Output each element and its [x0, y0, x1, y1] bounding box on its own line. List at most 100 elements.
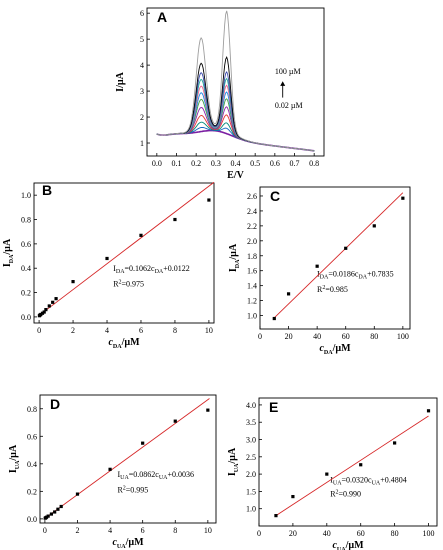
panel-e-data-point [325, 472, 329, 476]
panel-b: B cDA/µM IDA/µA IDA=0.1062cDA+0.0122 R2=… [2, 181, 215, 350]
panel-a-x-tick-label: 0.1 [172, 159, 182, 168]
panel-b-y-tick-label: 0.2 [21, 289, 31, 298]
panel-e-x-tick-label: 40 [323, 529, 331, 538]
panel-d-x-tick-label: 10 [204, 526, 212, 535]
panel-e-y-tick-label: 1.5 [246, 487, 256, 496]
panel-d-data-point [59, 504, 63, 509]
panel-d-fit-line [44, 398, 210, 519]
panel-d-data-point [53, 510, 57, 514]
panel-b-data-point [44, 308, 48, 312]
panel-e-data-point [291, 494, 295, 499]
panel-e-x-tick-label: 60 [357, 529, 365, 538]
panel-e-fit-line [275, 415, 429, 516]
panel-d-x-tick-label: 8 [173, 526, 177, 535]
panel-a: A E/V I/µA 100 µM 0.02 µM 0.0 0.1 0.2 0.3 0.… [115, 7, 325, 181]
panel-c-x-tick-label: 60 [342, 332, 350, 341]
panel-d: D cUA/µM IUA/µA IUA=0.0862cUA+0.0036 R2=… [8, 394, 217, 550]
panel-b-y-tick-label: 0.6 [21, 240, 31, 249]
panel-d-y-tick-label: 0.6 [27, 432, 37, 441]
panel-b-frame [33, 182, 215, 324]
panel-b-y-tick-label: 0.4 [21, 264, 31, 273]
panel-e-y-tick-label: 1.0 [246, 505, 256, 514]
panel-d-y-tick-label: 0.2 [27, 487, 37, 496]
panel-e-x-tick-label: 0 [257, 529, 261, 538]
panel-e-frame [258, 397, 438, 527]
panel-d-y-tick-label: 0.0 [27, 515, 37, 524]
panel-c-y-tick-label: 2.4 [247, 207, 257, 216]
panel-b-data-point [39, 312, 43, 317]
panel-c-x-tick-label: 0 [258, 332, 262, 341]
panel-e-y-tick-label: 3.5 [246, 418, 256, 427]
panel-d-data-point [141, 441, 145, 445]
panel-e-x-tick-label: 100 [423, 529, 435, 538]
panel-b-x-tick-label: 2 [71, 326, 75, 335]
panel-c-fit-line [273, 192, 404, 319]
panel-c-y-tick-label: 2.2 [247, 222, 257, 231]
panel-a-x-tick-label: 0.0 [152, 159, 162, 168]
panel-b-x-tick-label: 8 [173, 326, 177, 335]
panel-a-y-label: I/µA [115, 71, 126, 91]
panel-e-x-tick-label: 80 [391, 529, 399, 538]
panel-e-y-label: IUA/µA [227, 447, 240, 476]
panel-e: E cUA/µM IUA/µA IUA=0.0320cUA+0.4804 R2=… [227, 397, 438, 550]
panel-a-x-label: E/V [227, 170, 244, 181]
panel-d-x-tick-label: 0 [43, 526, 47, 535]
panel-d-letter: D [50, 396, 60, 412]
panel-b-x-tick-label: 0 [37, 326, 41, 335]
panel-a-y-tick-label: 5 [140, 35, 144, 44]
panel-b-x-tick-label: 4 [105, 326, 109, 335]
panel-c-y-tick-label: 1.6 [247, 267, 257, 276]
panel-c-fit-equation: IDA=0.0186cDA+0.7835 [317, 269, 394, 280]
panel-b-y-tick-label: 1.0 [21, 191, 31, 200]
panel-a-annotation-top: 100 µM [275, 67, 301, 76]
panel-a-y-tick-label: 2 [140, 113, 144, 122]
panel-c-data-point [286, 292, 291, 296]
panel-c: C cDA/µM IDA/µA IDA=0.0186cDA+0.7835 R2=… [228, 186, 411, 356]
panel-c-data-point [315, 264, 319, 268]
panel-a-x-tick-label: 0.2 [191, 159, 201, 168]
panel-d-data-point [206, 408, 210, 412]
panel-c-x-tick-label: 80 [370, 332, 378, 341]
panel-d-data-point [56, 507, 60, 511]
panel-b-data-point [207, 198, 211, 202]
panel-b-letter: B [42, 182, 52, 198]
panel-d-y-tick-label: 0.8 [27, 405, 37, 414]
panel-c-y-tick-label: 1.8 [247, 252, 257, 261]
panel-d-data-point [44, 515, 49, 519]
panel-a-x-tick-label: 0.5 [250, 159, 260, 168]
panel-d-x-label: cUA/µM [112, 537, 144, 550]
panel-c-data-point [344, 246, 348, 250]
panel-d-x-tick-label: 6 [141, 526, 145, 535]
panel-d-frame [39, 394, 217, 524]
panel-b-data-point [173, 217, 177, 222]
panel-a-arrow-icon [280, 81, 286, 98]
panel-a-curve [156, 84, 315, 152]
panel-e-fit-equation: IUA=0.0320cUA+0.4804 [330, 475, 407, 486]
panel-a-x-tick-label: 0.4 [231, 159, 241, 168]
panel-d-data-point [173, 419, 177, 423]
panel-b-data-point [139, 233, 143, 237]
panel-b-data-point [42, 310, 46, 314]
panel-c-y-tick-label: 1.0 [247, 312, 257, 321]
panel-c-data-point [401, 196, 405, 200]
panel-a-curve [156, 10, 315, 152]
panel-d-data-point [108, 467, 112, 471]
panel-b-data-point [40, 311, 45, 315]
panel-a-x-tick-label: 0.3 [211, 159, 221, 168]
panel-d-fit-equation: IUA=0.0862cUA+0.0036 [117, 470, 194, 481]
panel-e-data-point [359, 463, 363, 467]
panel-c-y-tick-label: 2.0 [247, 237, 257, 246]
panel-e-x-label: cUA/µM [332, 540, 364, 550]
panel-e-r-squared: R2=0.990 [330, 490, 361, 499]
panel-b-y-label: IDA/µA [2, 238, 15, 267]
panel-e-data-point [274, 514, 278, 518]
panel-c-y-tick-label: 2.6 [247, 192, 257, 201]
panel-a-curve [156, 77, 315, 152]
panel-a-y-tick-label: 6 [140, 9, 144, 18]
panel-d-r-squared: R2=0.995 [117, 485, 148, 494]
panel-a-y-tick-label: 3 [140, 87, 144, 96]
panel-b-fit-equation: IDA=0.1062cDA+0.0122 [113, 264, 190, 275]
panel-e-y-tick-label: 2.5 [246, 453, 256, 462]
panel-a-y-tick-label: 4 [140, 61, 144, 70]
